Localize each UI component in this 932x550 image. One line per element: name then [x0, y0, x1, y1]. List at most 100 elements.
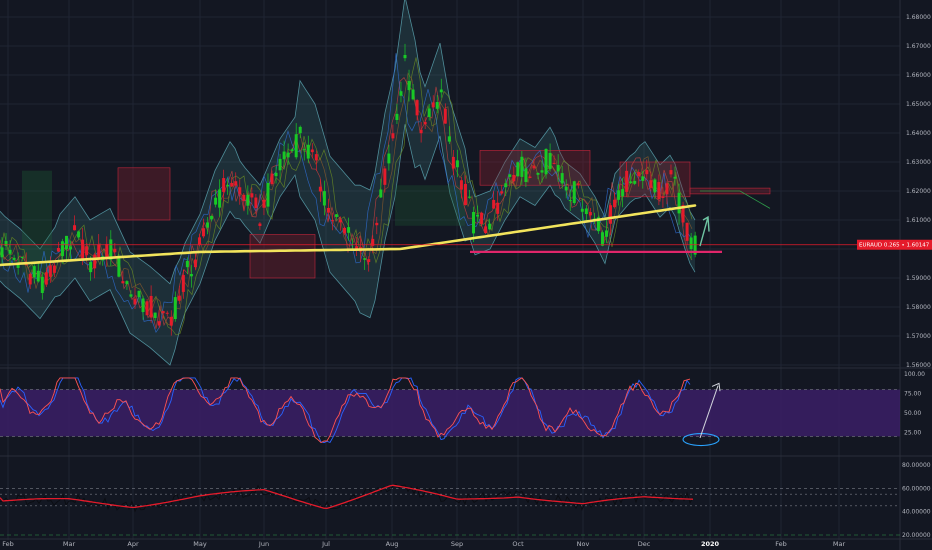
- candle-body: [4, 240, 8, 246]
- candle-body: [0, 247, 4, 258]
- candle-body: [451, 156, 455, 169]
- candle-body: [520, 156, 524, 177]
- rsi-tick-label: 60.00000: [902, 485, 931, 492]
- month-label: Aug: [386, 540, 399, 548]
- candle-body: [12, 257, 16, 260]
- candle-body: [480, 212, 484, 224]
- annotation-arrow: [699, 216, 709, 247]
- candle-body: [330, 220, 334, 222]
- rsi-tick-label: 80.00000: [902, 462, 931, 469]
- rsi-tick-label: 20.00000: [902, 532, 931, 539]
- candle-body: [488, 223, 492, 230]
- candle-body: [371, 238, 375, 246]
- candle-body: [661, 196, 665, 198]
- candle-body: [609, 205, 613, 224]
- candle-body: [262, 199, 266, 208]
- candle-body: [202, 228, 205, 237]
- price-tag-label: EURAUD 0.265 ∙ 1.60147: [859, 243, 930, 249]
- candle-body: [145, 301, 149, 316]
- stochastic-zone: [0, 389, 900, 437]
- candle-body: [605, 230, 608, 237]
- candle-body: [234, 181, 238, 186]
- candle-body: [242, 194, 246, 202]
- candle-body: [576, 183, 580, 186]
- price-pane: [0, 0, 900, 366]
- candle-body: [645, 170, 649, 175]
- candle-body: [282, 151, 286, 160]
- rsi-line: [0, 484, 694, 510]
- candle-body: [395, 113, 399, 121]
- price-tag: [857, 239, 932, 250]
- candle-body: [387, 153, 391, 164]
- candle-body: [556, 165, 560, 172]
- candle-body: [512, 174, 516, 182]
- candle-body: [322, 191, 326, 206]
- candle-body: [560, 173, 564, 184]
- candle-body: [613, 199, 617, 208]
- price-tick-label: 1.62000: [906, 188, 931, 195]
- candle-body: [177, 295, 181, 301]
- month-label: Oct: [512, 540, 524, 548]
- candle-body: [149, 295, 153, 318]
- candle-body: [169, 316, 173, 326]
- candle-body: [302, 149, 306, 151]
- candle-body: [375, 222, 379, 226]
- leading-span-line: [700, 190, 771, 209]
- candle-body: [310, 149, 314, 153]
- candle-body: [641, 176, 645, 181]
- candle-body: [77, 231, 81, 238]
- price-tick-label: 1.59000: [906, 275, 931, 282]
- candle-body: [492, 199, 496, 209]
- candle-body: [637, 172, 641, 177]
- month-label: Dec: [638, 540, 651, 548]
- candle-body: [447, 136, 451, 142]
- price-tick-label: 1.65000: [906, 101, 931, 108]
- candle-body: [185, 260, 189, 268]
- candle-body: [431, 102, 435, 108]
- candle-body: [197, 237, 201, 245]
- arrow-head-icon: [711, 382, 721, 392]
- stochastic-pane: [0, 377, 900, 447]
- candle-body: [476, 214, 480, 217]
- candle-body: [314, 154, 318, 161]
- candle-body: [81, 239, 85, 260]
- bollinger-lower-line: [0, 124, 696, 366]
- candle-body: [580, 208, 584, 212]
- price-tick-label: 1.57000: [906, 333, 931, 340]
- candle-body: [97, 244, 101, 260]
- month-label: Nov: [577, 540, 590, 548]
- month-label: Feb: [775, 540, 787, 548]
- candle-body: [443, 108, 447, 124]
- annotation-ellipse: [682, 432, 720, 447]
- price-tick-label: 1.64000: [906, 130, 931, 137]
- candle-body: [500, 191, 504, 194]
- candle-body: [552, 162, 556, 164]
- candle-body: [568, 200, 572, 202]
- candle-body: [270, 173, 274, 185]
- candle-body: [133, 298, 137, 305]
- candle-body: [218, 189, 222, 208]
- candle-body: [52, 265, 56, 273]
- candle-body: [214, 197, 218, 205]
- axes: 1.68000 1.67000 1.66000 1.65000 1.64000 1.630…: [2, 14, 932, 548]
- candle-body: [653, 179, 657, 193]
- candle-body: [8, 249, 12, 254]
- candle-body: [439, 89, 443, 93]
- candle-body: [685, 222, 689, 241]
- candle-body: [153, 312, 157, 319]
- candle-body: [407, 80, 411, 91]
- candle-body: [403, 54, 407, 59]
- candle-body: [677, 192, 681, 214]
- stochastic-tick-label: 100.00: [904, 371, 925, 378]
- candle-body: [157, 321, 161, 326]
- candle-body: [278, 158, 282, 171]
- candle-body: [141, 298, 145, 313]
- candle-body: [689, 237, 693, 250]
- candle-body: [367, 259, 371, 263]
- candle-body: [161, 311, 165, 314]
- candle-body: [536, 172, 540, 175]
- candle-body: [467, 196, 471, 198]
- cloud-box: [22, 170, 52, 278]
- indicator-line: [0, 77, 693, 329]
- candle-body: [600, 232, 604, 246]
